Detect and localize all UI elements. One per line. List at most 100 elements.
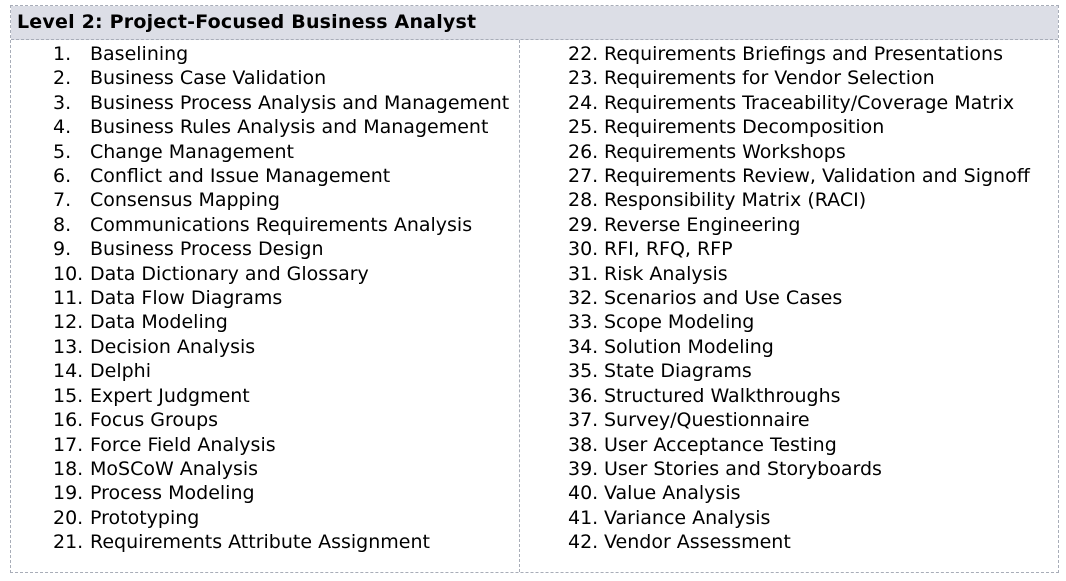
- item-text: Process Modeling: [90, 482, 255, 505]
- list-item: 24. Requirements Traceability/Coverage Ma…: [568, 91, 1058, 115]
- table-header: Level 2: Project-Focused Business Analys…: [11, 6, 1058, 40]
- list-item: 35. State Diagrams: [568, 359, 1058, 383]
- item-number: 17.: [53, 433, 84, 456]
- item-text: Business Process Design: [90, 238, 324, 261]
- item-text: Prototyping: [90, 506, 200, 529]
- item-text: MoSCoW Analysis: [90, 457, 259, 480]
- list-item: 2. Business Case Validation: [53, 66, 518, 90]
- item-number: 31.: [568, 262, 599, 285]
- item-number: 40.: [568, 482, 599, 505]
- item-text: Vendor Assessment: [604, 531, 791, 554]
- item-text: Requirements Briefings and Presentations: [604, 43, 1003, 65]
- item-text: Delphi: [90, 360, 151, 383]
- left-column-list: 1. Baselining 2. Business Case Validation 3.…: [53, 42, 518, 555]
- list-item: 8. Communications Requirements Analysis: [53, 213, 518, 237]
- list-item: 30. RFI, RFQ, RFP: [568, 237, 1058, 261]
- item-number: 34.: [568, 335, 599, 358]
- item-number: 32.: [568, 287, 599, 310]
- item-number: 15.: [53, 384, 84, 407]
- item-number: 26.: [568, 140, 599, 163]
- list-item: 19. Process Modeling: [53, 481, 518, 505]
- item-text: Force Field Analysis: [90, 433, 276, 456]
- list-item: 22. Requirements Briefings and Presentati…: [568, 42, 1058, 66]
- item-text: Scenarios and Use Cases: [604, 287, 843, 310]
- list-item: 21. Requirements Attribute Assignment: [53, 530, 518, 554]
- list-item: 39. User Stories and Storyboards: [568, 457, 1058, 481]
- list-item: 3. Business Process Analysis and Manageme…: [53, 91, 518, 115]
- list-item: 27. Requirements Review, Validation and S…: [568, 164, 1058, 188]
- list-item: 26. Requirements Workshops: [568, 140, 1058, 164]
- item-number: 27.: [568, 165, 599, 188]
- item-number: 7.: [53, 189, 72, 212]
- list-item: 31. Risk Analysis: [568, 262, 1058, 286]
- item-number: 35.: [568, 360, 599, 383]
- item-number: 20.: [53, 506, 84, 529]
- item-number: 37.: [568, 409, 599, 432]
- item-text: User Acceptance Testing: [604, 433, 837, 456]
- list-item: 25. Requirements Decomposition: [568, 115, 1058, 139]
- item-text: Focus Groups: [90, 409, 219, 432]
- item-text: Change Management: [90, 140, 294, 163]
- item-text: Requirements Decomposition: [604, 116, 885, 139]
- list-item: 15. Expert Judgment: [53, 384, 518, 408]
- item-number: 41.: [568, 506, 599, 529]
- item-number: 1.: [53, 43, 72, 65]
- item-text: Data Dictionary and Glossary: [90, 262, 369, 285]
- list-item: 37. Survey/Questionnaire: [568, 408, 1058, 432]
- item-number: 36.: [568, 384, 599, 407]
- list-item: 36. Structured Walkthroughs: [568, 384, 1058, 408]
- list-item: 16. Focus Groups: [53, 408, 518, 432]
- item-number: 14.: [53, 360, 84, 383]
- list-item: 40. Value Analysis: [568, 481, 1058, 505]
- right-column-list: 22. Requirements Briefings and Presentati…: [568, 42, 1058, 555]
- item-number: 6.: [53, 165, 72, 188]
- item-text: Requirements Attribute Assignment: [90, 531, 430, 554]
- item-text: Requirements Review, Validation and Sign…: [604, 165, 1030, 188]
- item-text: Value Analysis: [604, 482, 741, 505]
- list-item: 38. User Acceptance Testing: [568, 433, 1058, 457]
- list-item: 20. Prototyping: [53, 506, 518, 530]
- item-number: 8.: [53, 213, 72, 236]
- list-item: 33. Scope Modeling: [568, 310, 1058, 334]
- list-item: 11. Data Flow Diagrams: [53, 286, 518, 310]
- item-text: Reverse Engineering: [604, 213, 801, 236]
- item-text: Business Case Validation: [90, 67, 327, 90]
- list-item: 18. MoSCoW Analysis: [53, 457, 518, 481]
- item-text: RFI, RFQ, RFP: [604, 238, 733, 261]
- item-number: 9.: [53, 238, 72, 261]
- item-text: Survey/Questionnaire: [604, 409, 810, 432]
- list-item: 10. Data Dictionary and Glossary: [53, 262, 518, 286]
- item-text: User Stories and Storyboards: [604, 457, 882, 480]
- item-text: Decision Analysis: [90, 335, 256, 358]
- item-text: Business Process Analysis and Management: [90, 91, 510, 114]
- item-number: 21.: [53, 531, 84, 554]
- item-number: 4.: [53, 116, 72, 139]
- item-number: 22.: [568, 43, 599, 65]
- list-item: 34. Solution Modeling: [568, 335, 1058, 359]
- item-text: Responsibility Matrix (RACI): [604, 189, 867, 212]
- item-text: Solution Modeling: [604, 335, 774, 358]
- list-item: 6. Conflict and Issue Management: [53, 164, 518, 188]
- list-item: 4. Business Rules Analysis and Management: [53, 115, 518, 139]
- item-number: 24.: [568, 91, 599, 114]
- techniques-table: Level 2: Project-Focused Business Analys…: [10, 5, 1059, 573]
- list-item: 12. Data Modeling: [53, 310, 518, 334]
- list-item: 41. Variance Analysis: [568, 506, 1058, 530]
- item-text: Structured Walkthroughs: [604, 384, 841, 407]
- list-item: 29. Reverse Engineering: [568, 213, 1058, 237]
- list-item: 14. Delphi: [53, 359, 518, 383]
- item-text: Scope Modeling: [604, 311, 755, 334]
- item-number: 29.: [568, 213, 599, 236]
- list-item: 17. Force Field Analysis: [53, 433, 518, 457]
- list-item: 7. Consensus Mapping: [53, 188, 518, 212]
- item-number: 16.: [53, 409, 84, 432]
- item-text: Expert Judgment: [90, 384, 250, 407]
- column-divider: [519, 40, 520, 572]
- item-text: State Diagrams: [604, 360, 752, 383]
- item-text: Requirements for Vendor Selection: [604, 67, 935, 90]
- list-item: 42. Vendor Assessment: [568, 530, 1058, 554]
- item-number: 11.: [53, 287, 84, 310]
- item-text: Risk Analysis: [604, 262, 728, 285]
- item-text: Requirements Traceability/Coverage Matri…: [604, 91, 1015, 114]
- list-item: 5. Change Management: [53, 140, 518, 164]
